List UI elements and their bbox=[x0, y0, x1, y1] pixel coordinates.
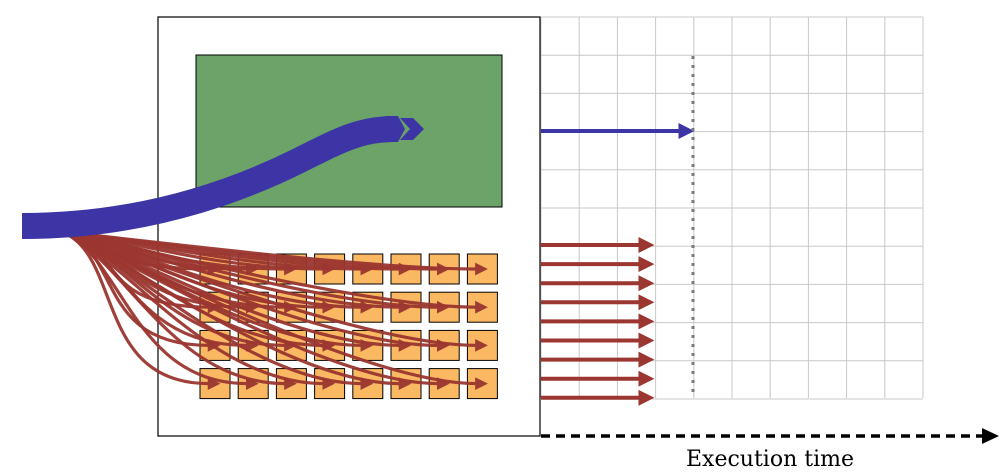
x-axis-label: Execution time bbox=[686, 447, 854, 472]
execution-time-axis-arrowhead bbox=[982, 428, 999, 444]
small-task-flow bbox=[61, 230, 488, 276]
small-task-flow bbox=[61, 230, 488, 390]
small-task-flow bbox=[61, 230, 488, 314]
large-task-chevron bbox=[400, 118, 424, 140]
large-task-band bbox=[21, 116, 396, 239]
small-task-flow bbox=[61, 230, 488, 352]
timeline-grid bbox=[540, 16, 924, 400]
large-task-flow bbox=[21, 116, 424, 239]
large-task-band-head bbox=[385, 116, 405, 142]
small-task-timeline-arrows bbox=[541, 237, 655, 406]
small-task-flows bbox=[61, 230, 488, 390]
